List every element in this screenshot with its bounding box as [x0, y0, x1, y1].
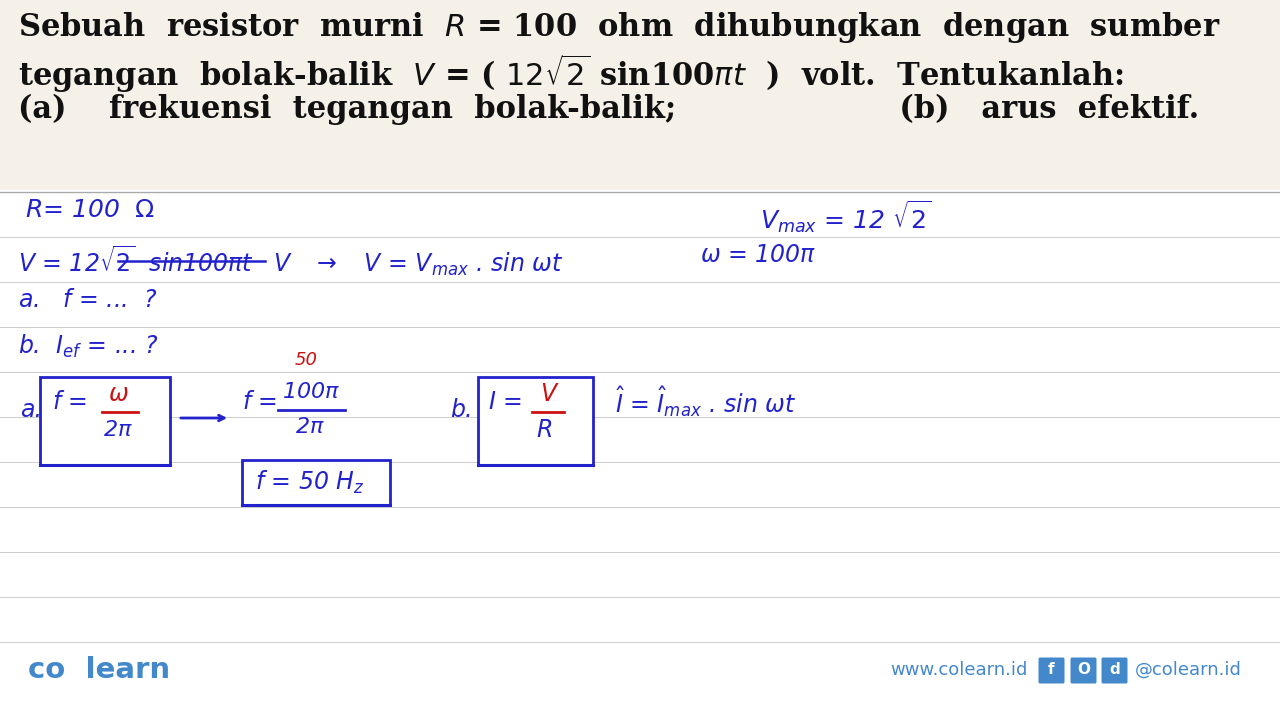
Text: $I$ =: $I$ =	[488, 390, 522, 414]
Text: 2$\pi$: 2$\pi$	[102, 420, 133, 440]
FancyBboxPatch shape	[1038, 657, 1065, 683]
Text: O: O	[1076, 662, 1091, 678]
Text: www.colearn.id: www.colearn.id	[890, 661, 1028, 679]
Bar	[477, 377, 593, 465]
FancyBboxPatch shape	[1070, 657, 1097, 683]
Text: $f$ =: $f$ =	[52, 390, 87, 414]
Text: $V$ = 12$\sqrt{2}$  sin100$\pi$t   V   $\rightarrow$   $V$ = $V_{max}$ . sin $\o: $V$ = 12$\sqrt{2}$ sin100$\pi$t V $\righ…	[18, 243, 563, 278]
Text: $f$ = 50 H$_z$: $f$ = 50 H$_z$	[255, 469, 365, 495]
Text: @colearn.id: @colearn.id	[1135, 661, 1242, 679]
Text: $\hat{I}$ = $\hat{I}_{max}$ . sin $\omega$t: $\hat{I}$ = $\hat{I}_{max}$ . sin $\omeg…	[614, 384, 796, 419]
FancyBboxPatch shape	[1102, 657, 1128, 683]
Bar	[40, 377, 170, 465]
Text: $\omega$ = 100$\pi$: $\omega$ = 100$\pi$	[700, 243, 817, 267]
Text: b.  $I_{ef}$ = ... ?: b. $I_{ef}$ = ... ?	[18, 333, 159, 360]
Text: $V_{max}$ = 12 $\sqrt{2}$: $V_{max}$ = 12 $\sqrt{2}$	[760, 198, 932, 235]
Text: (a)    frekuensi  tegangan  bolak-balik;                     (b)   arus  efektif: (a) frekuensi tegangan bolak-balik; (b) …	[18, 94, 1199, 125]
Text: $\mathit{R}$= 100  $\Omega$: $\mathit{R}$= 100 $\Omega$	[26, 198, 155, 222]
Text: 2$\pi$: 2$\pi$	[294, 417, 325, 437]
Text: b.: b.	[451, 398, 472, 422]
Text: $\omega$: $\omega$	[108, 382, 129, 406]
Text: $V$: $V$	[540, 382, 559, 406]
Text: a.: a.	[20, 398, 42, 422]
Text: $R$: $R$	[536, 418, 552, 442]
Text: $f$ =: $f$ =	[242, 390, 278, 414]
Text: a.   $f$ = ...  ?: a. $f$ = ... ?	[18, 288, 157, 312]
Text: tegangan  bolak-balik  $V$ = ( $12\sqrt{2}$ sin100$\pi t$  )  volt.  Tentukanlah: tegangan bolak-balik $V$ = ( $12\sqrt{2}…	[18, 52, 1124, 95]
Text: 100$\pi$: 100$\pi$	[282, 382, 340, 402]
Text: f: f	[1048, 662, 1055, 678]
Text: d: d	[1110, 662, 1120, 678]
Text: co  learn: co learn	[28, 656, 170, 684]
Text: Sebuah  resistor  murni  $R$ = 100  ohm  dihubungkan  dengan  sumber: Sebuah resistor murni $R$ = 100 ohm dihu…	[18, 10, 1220, 45]
Text: 50: 50	[294, 351, 317, 369]
Bar	[242, 460, 390, 505]
Bar	[0, 0, 1280, 190]
